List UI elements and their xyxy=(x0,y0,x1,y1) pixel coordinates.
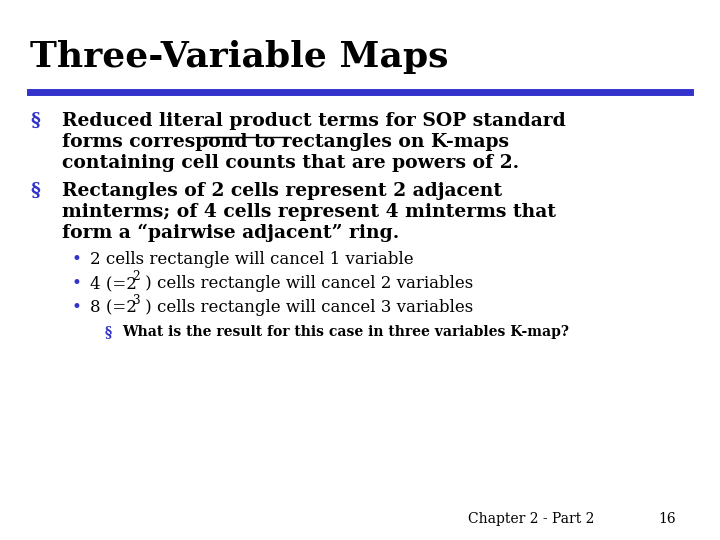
Text: Rectangles of 2 cells represent 2 adjacent: Rectangles of 2 cells represent 2 adjace… xyxy=(62,182,502,200)
Text: minterms; of 4 cells represent 4 minterms that: minterms; of 4 cells represent 4 minterm… xyxy=(62,203,556,221)
Text: ) cells rectangle will cancel 2 variables: ) cells rectangle will cancel 2 variable… xyxy=(140,275,473,292)
Text: §: § xyxy=(30,182,40,200)
Text: 8 (=2: 8 (=2 xyxy=(90,299,137,316)
Text: 4 (=2: 4 (=2 xyxy=(90,275,137,292)
Text: Chapter 2 - Part 2: Chapter 2 - Part 2 xyxy=(468,512,595,526)
Text: containing cell counts that are powers of 2.: containing cell counts that are powers o… xyxy=(62,154,519,172)
Text: 16: 16 xyxy=(658,512,675,526)
Text: What is the result for this case in three variables K-map?: What is the result for this case in thre… xyxy=(122,325,569,339)
Text: forms correspond to rectangles on K-maps: forms correspond to rectangles on K-maps xyxy=(62,133,509,151)
Text: form a “pairwise adjacent” ring.: form a “pairwise adjacent” ring. xyxy=(62,224,400,242)
Text: 3: 3 xyxy=(132,294,140,307)
Text: §: § xyxy=(105,325,112,339)
Text: Three-Variable Maps: Three-Variable Maps xyxy=(30,40,449,74)
Text: §: § xyxy=(30,112,40,130)
Text: •: • xyxy=(72,251,82,268)
Text: 2: 2 xyxy=(132,270,140,283)
Text: •: • xyxy=(72,299,82,316)
Text: Reduced literal product terms for SOP standard: Reduced literal product terms for SOP st… xyxy=(62,112,566,130)
Text: 2 cells rectangle will cancel 1 variable: 2 cells rectangle will cancel 1 variable xyxy=(90,251,413,268)
Text: •: • xyxy=(72,275,82,292)
Text: ) cells rectangle will cancel 3 variables: ) cells rectangle will cancel 3 variable… xyxy=(140,299,473,316)
